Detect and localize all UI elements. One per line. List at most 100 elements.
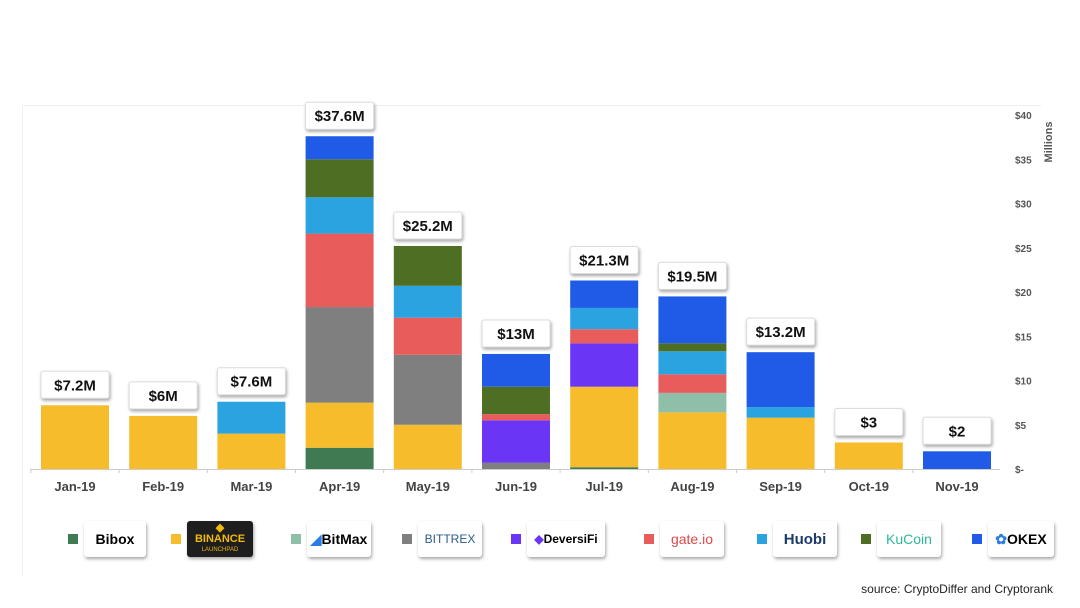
bar-segment-huobi — [217, 401, 286, 434]
total-data-label: $21.3M — [579, 252, 629, 269]
total-label-box — [746, 317, 816, 346]
y-tick-label: $25 — [1015, 244, 1032, 255]
bar-segment-huobi — [570, 307, 639, 330]
bar-segment-okex — [746, 352, 815, 408]
y-tick-label: $20 — [1015, 288, 1032, 299]
deversifi-logo: ◆ DeversiFi — [527, 521, 605, 557]
diamond-icon: ◆ — [215, 521, 225, 534]
x-tick-label: Oct-19 — [849, 479, 889, 494]
x-tick-label: Jun-19 — [495, 479, 537, 494]
bar-segment-bittrex — [482, 462, 550, 469]
total-data-label: $13.2M — [756, 324, 806, 341]
bar-segment-binance-launchpad — [746, 417, 815, 469]
x-tick-label: May-19 — [406, 479, 450, 494]
legend-item-okex: ✿ OKEX — [972, 521, 1054, 557]
bar-segment-gate-io — [570, 329, 639, 344]
bar-segment-deversifi — [570, 343, 639, 387]
bar-segment-binance-launchpad — [305, 402, 374, 448]
y-tick-label: $10 — [1015, 377, 1032, 388]
legend-item-kucoin: KuCoin — [861, 521, 941, 557]
legend-swatch — [861, 534, 871, 544]
bar-segment-huobi — [393, 285, 462, 318]
bar-segment-kucoin — [482, 386, 550, 415]
total-label-box — [922, 416, 992, 445]
total-label-box — [481, 319, 551, 348]
okex-logo: ✿ OKEX — [988, 521, 1054, 557]
legend-item-bittrex: BITTREX — [402, 521, 482, 557]
legend-label: DeversiFi — [543, 532, 598, 546]
okex-icon: ✿ — [995, 530, 1008, 547]
bar-segment-binance-launchpad — [834, 442, 903, 469]
bitmax-logo: ◢ BitMax — [307, 521, 371, 557]
bar-segment-huobi — [305, 197, 374, 234]
total-label-box — [569, 245, 639, 274]
huobi-logo: Huobi — [773, 521, 837, 557]
y-axis-label: Millions — [1043, 122, 1055, 163]
total-label-box — [128, 381, 198, 410]
bar-segment-binance-launchpad — [129, 415, 198, 469]
total-data-label: $7.6M — [231, 374, 273, 391]
gateio-logo: gate.io — [660, 521, 724, 557]
legend-item-bitmax: ◢ BitMax — [291, 521, 371, 557]
y-tick-label: $5 — [1015, 421, 1027, 432]
y-tick-label: $- — [1015, 465, 1024, 476]
y-tick-label: $15 — [1015, 332, 1032, 343]
legend-swatch — [644, 534, 654, 544]
bar-segment-kucoin — [658, 343, 727, 352]
bar-segment-okex — [570, 280, 639, 308]
total-data-label: $19.5M — [667, 268, 717, 285]
legend-swatch — [171, 534, 181, 544]
bar-segment-binance-launchpad — [41, 405, 109, 469]
total-label-box — [834, 407, 904, 436]
legend-label: Bibox — [95, 531, 135, 547]
legend-sublabel: LAUNCHPAD — [201, 546, 239, 553]
legend-label: Huobi — [783, 530, 827, 548]
bar-segment-gate-io — [393, 317, 462, 355]
total-data-label: $3 — [860, 414, 877, 431]
bar-segment-bitmax — [658, 392, 727, 413]
bar-segment-kucoin — [305, 159, 374, 198]
x-tick-label: Feb-19 — [142, 479, 184, 494]
legend-item-deversifi: ◆ DeversiFi — [511, 521, 605, 557]
bibox-logo: Bibox — [84, 521, 146, 557]
bar-segment-bittrex — [305, 307, 374, 403]
bar-segment-gate-io — [305, 233, 374, 308]
total-data-label: $7.2M — [54, 377, 96, 394]
bar-segment-okex — [482, 353, 550, 387]
legend-swatch — [291, 534, 301, 544]
bar-segment-gate-io — [658, 374, 727, 393]
bar-segment-binance-launchpad — [393, 424, 462, 469]
total-label-box — [657, 261, 727, 290]
bar-segment-okex — [923, 451, 991, 469]
bar-segment-bibox — [570, 467, 639, 469]
bar-segment-okex — [658, 296, 727, 344]
bitmax-icon: ◢ — [310, 530, 322, 547]
chart-panel — [22, 105, 1041, 576]
legend-swatch — [402, 534, 412, 544]
x-tick-label: Jul-19 — [585, 479, 623, 494]
x-tick-label: Apr-19 — [319, 479, 360, 494]
x-tick-label: Aug-19 — [670, 479, 714, 494]
bar-segment-huobi — [658, 351, 727, 375]
x-tick-label: Nov-19 — [935, 479, 978, 494]
legend-label: OKEX — [1007, 531, 1047, 547]
bar-segment-binance-launchpad — [658, 412, 727, 469]
total-data-label: $25.2M — [403, 218, 453, 235]
legend-item-binance: ◆ BINANCE LAUNCHPAD — [171, 521, 253, 557]
bar-segment-bibox — [305, 447, 374, 469]
deversifi-icon: ◆ — [534, 532, 544, 546]
bar-segment-binance-launchpad — [217, 433, 286, 469]
legend-item-bibox: Bibox — [68, 521, 146, 557]
bar-segment-huobi — [746, 407, 815, 418]
legend-swatch — [68, 534, 78, 544]
bittrex-logo: BITTREX — [418, 521, 482, 557]
kucoin-logo: KuCoin — [877, 521, 941, 557]
total-label-box — [40, 370, 110, 399]
x-tick-label: Sep-19 — [759, 479, 802, 494]
legend-swatch — [757, 534, 767, 544]
legend-item-gateio: gate.io — [644, 521, 724, 557]
total-label-box — [216, 367, 286, 396]
total-label-box — [393, 211, 463, 240]
bar-segment-gate-io — [482, 414, 550, 421]
